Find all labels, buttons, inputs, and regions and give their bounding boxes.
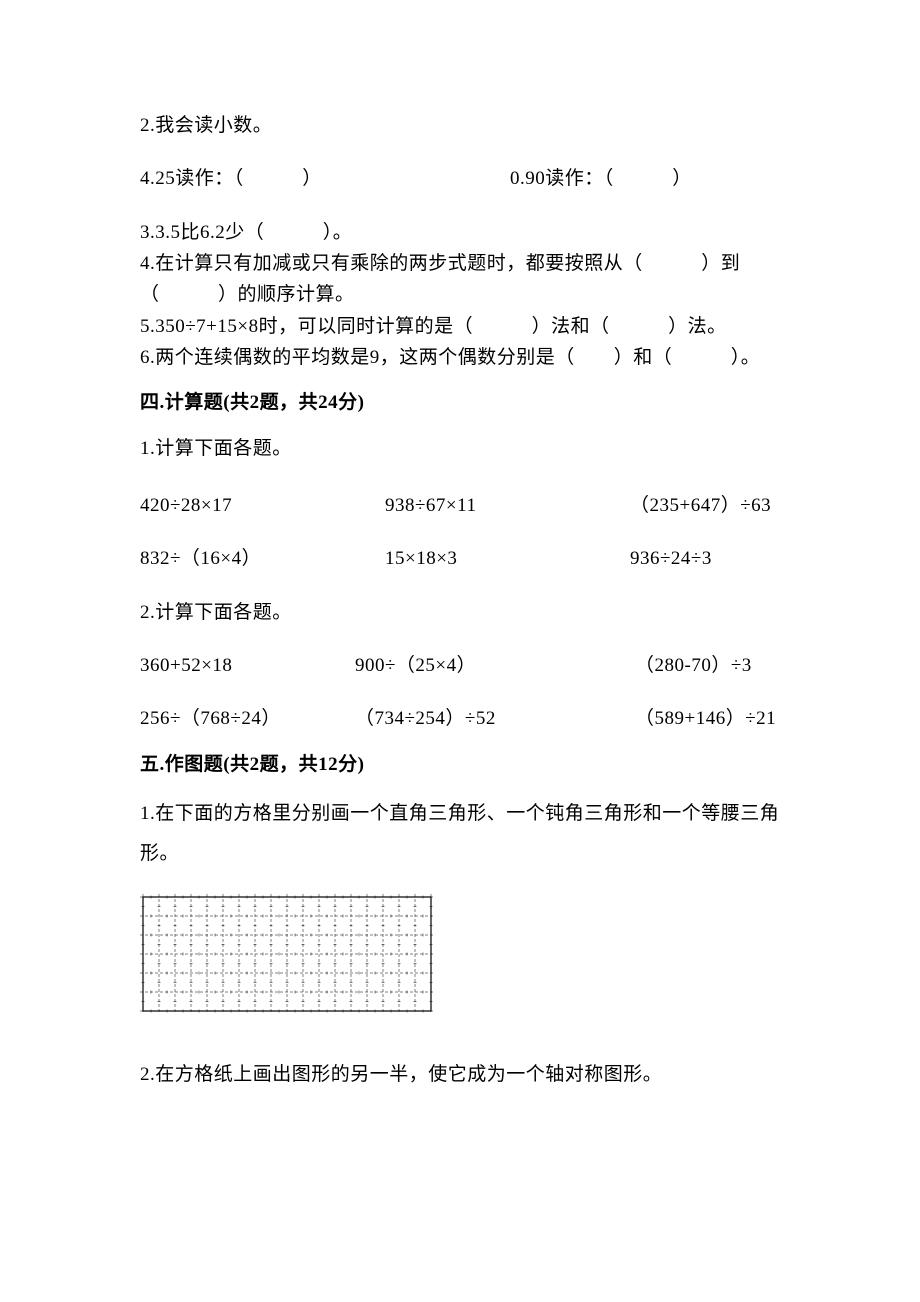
s4-row2-c3: 936÷24÷3 xyxy=(630,543,712,574)
s4-row3-c2: 900÷（25×4） xyxy=(355,650,635,681)
question-5: 5.350÷7+15×8时，可以同时计算的是（ ）法和（ ）法。 xyxy=(140,311,790,342)
question-2-right: 0.90读作：（ ） xyxy=(510,163,692,194)
s4-row1: 420÷28×17 938÷67×11 （235+647）÷63 xyxy=(140,490,790,521)
grid-figure xyxy=(140,894,790,1019)
s4-row2: 832÷（16×4） 15×18×3 936÷24÷3 xyxy=(140,543,790,574)
s4-row3-c3: （280-70）÷3 xyxy=(635,650,752,681)
question-4-line1: 4.在计算只有加减或只有乘除的两步式题时，都要按照从（ ）到 xyxy=(140,248,790,279)
s4-row3: 360+52×18 900÷（25×4） （280-70）÷3 xyxy=(140,650,790,681)
s4-row3-c1: 360+52×18 xyxy=(140,650,355,681)
s5-q1-line2: 形。 xyxy=(140,834,790,874)
s5-q2: 2.在方格纸上画出图形的另一半，使它成为一个轴对称图形。 xyxy=(140,1059,790,1090)
s4-q2-title: 2.计算下面各题。 xyxy=(140,597,790,628)
s4-row1-c1: 420÷28×17 xyxy=(140,490,385,521)
s4-row1-c3: （235+647）÷63 xyxy=(630,490,771,521)
s4-row1-c2: 938÷67×11 xyxy=(385,490,630,521)
s4-row4-c2: （734÷254）÷52 xyxy=(355,703,635,734)
s4-row4: 256÷（768÷24） （734÷254）÷52 （589+146）÷21 xyxy=(140,703,790,734)
question-2-left: 4.25读作：（ ） xyxy=(140,163,510,194)
question-6: 6.两个连续偶数的平均数是9，这两个偶数分别是（ ）和（ ）。 xyxy=(140,342,790,373)
s4-q1-title: 1.计算下面各题。 xyxy=(140,433,790,464)
section-5-heading: 五.作图题(共2题，共12分) xyxy=(140,749,790,780)
s4-row2-c1: 832÷（16×4） xyxy=(140,543,385,574)
question-2-title: 2.我会读小数。 xyxy=(140,110,790,141)
s4-row4-c3: （589+146）÷21 xyxy=(635,703,776,734)
question-3: 3.3.5比6.2少（ ）。 xyxy=(140,217,790,248)
s4-row2-c2: 15×18×3 xyxy=(385,543,630,574)
s5-q1-line1: 1.在下面的方格里分别画一个直角三角形、一个钝角三角形和一个等腰三角 xyxy=(140,794,790,834)
s4-row4-c1: 256÷（768÷24） xyxy=(140,703,355,734)
section-4-heading: 四.计算题(共2题，共24分) xyxy=(140,387,790,418)
question-2-row: 4.25读作：（ ） 0.90读作：（ ） xyxy=(140,163,790,194)
question-4-line2: （ ）的顺序计算。 xyxy=(140,279,790,310)
grid-svg xyxy=(140,894,434,1014)
